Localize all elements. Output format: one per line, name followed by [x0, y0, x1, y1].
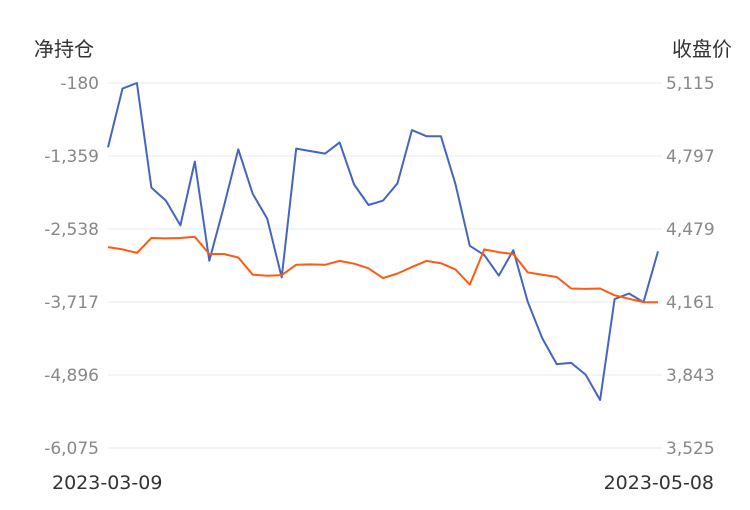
axis-ticks: -180 5,115 -1,359 4,797 -2,538 4,479 -3,717 4,1…: [44, 74, 714, 459]
right-tick-label: 5,115: [666, 74, 715, 94]
right-axis-title: 收盘价: [672, 37, 732, 61]
x-end-date-label: 2023-05-08: [604, 472, 714, 494]
right-tick-label: 3,525: [666, 439, 715, 459]
right-tick-label: 4,161: [666, 293, 715, 313]
series-lines: [107, 82, 659, 401]
right-tick-label: 4,797: [666, 147, 715, 167]
left-tick-label: -3,717: [44, 293, 99, 313]
left-tick-label: -2,538: [44, 220, 99, 240]
closing-price-line: [107, 235, 658, 304]
left-tick-label: -6,075: [44, 439, 99, 459]
right-tick-label: 4,479: [666, 220, 715, 240]
gridlines: [108, 82, 662, 449]
left-tick-label: -4,896: [44, 366, 99, 386]
left-axis-title: 净持仓: [34, 37, 94, 61]
x-start-date-label: 2023-03-09: [52, 472, 162, 494]
left-tick-label: -1,359: [44, 147, 99, 167]
right-tick-label: 3,843: [666, 366, 715, 386]
left-tick-label: -180: [60, 74, 99, 94]
net-position-line: [107, 82, 659, 401]
